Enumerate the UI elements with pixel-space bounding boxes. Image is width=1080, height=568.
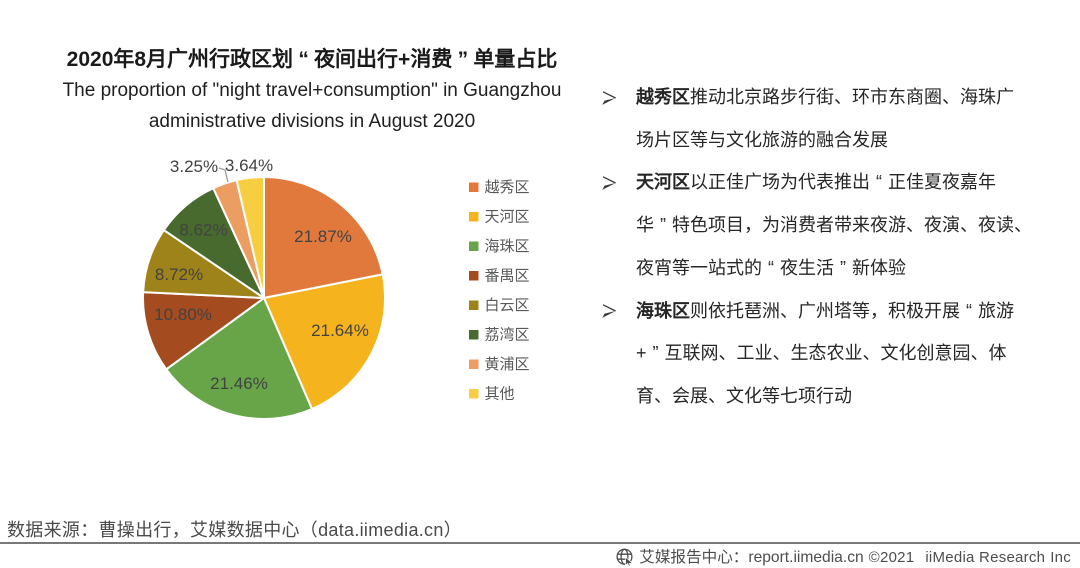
svg-text:其他: 其他 bbox=[485, 386, 515, 403]
svg-text:天河区: 天河区 bbox=[485, 209, 530, 226]
svg-text:3.25%: 3.25% bbox=[170, 157, 218, 176]
svg-text:黄浦区: 黄浦区 bbox=[485, 356, 530, 373]
svg-text:10.80%: 10.80% bbox=[154, 305, 212, 324]
svg-text:番禺区: 番禺区 bbox=[485, 268, 530, 285]
svg-text:21.87%: 21.87% bbox=[294, 227, 352, 246]
svg-text:白云区: 白云区 bbox=[485, 297, 530, 314]
svg-text:8.62%: 8.62% bbox=[179, 221, 227, 240]
svg-text:21.46%: 21.46% bbox=[210, 374, 268, 393]
svg-text:3.64%: 3.64% bbox=[225, 156, 273, 175]
svg-text:越秀区: 越秀区 bbox=[485, 179, 530, 196]
svg-text:21.64%: 21.64% bbox=[311, 321, 369, 340]
svg-text:荔湾区: 荔湾区 bbox=[485, 327, 530, 344]
svg-text:海珠区: 海珠区 bbox=[485, 238, 530, 255]
svg-text:8.72%: 8.72% bbox=[155, 265, 203, 284]
